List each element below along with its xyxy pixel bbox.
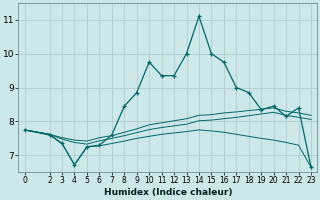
X-axis label: Humidex (Indice chaleur): Humidex (Indice chaleur) bbox=[104, 188, 232, 197]
